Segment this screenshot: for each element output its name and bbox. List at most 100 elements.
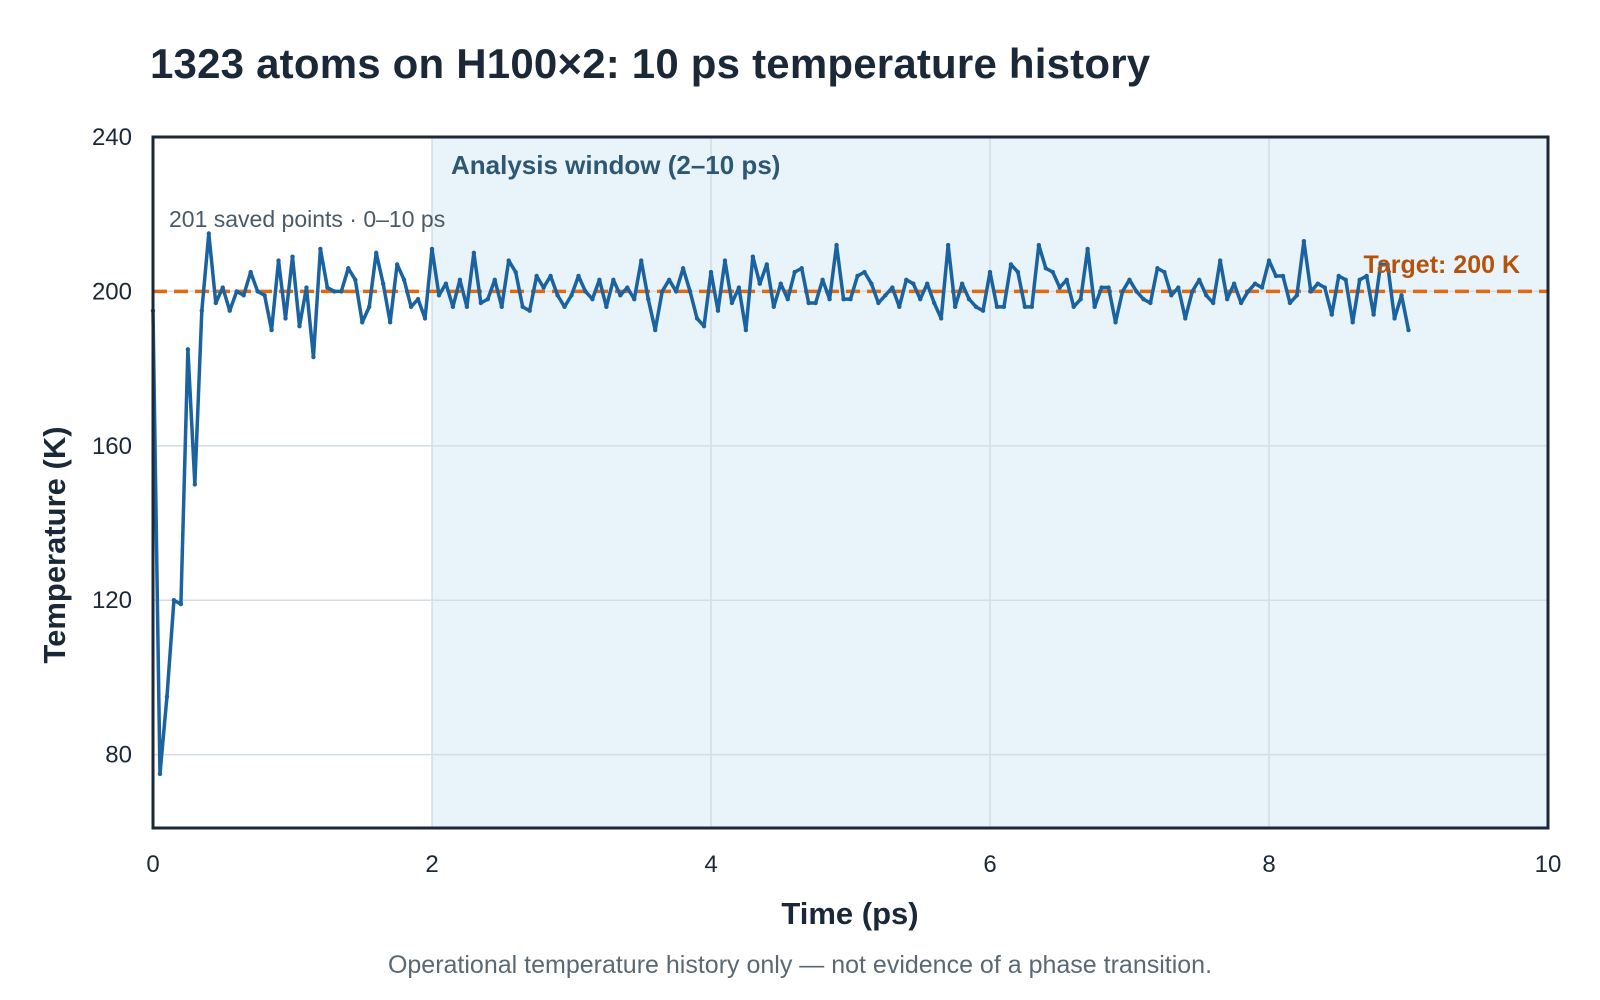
data-point: [1322, 285, 1328, 290]
data-point: [1273, 273, 1279, 279]
x-tick-label: 4: [704, 851, 717, 878]
data-point: [332, 289, 337, 294]
data-point: [394, 262, 400, 267]
data-point: [1252, 281, 1258, 286]
data-point: [1406, 327, 1411, 333]
data-point: [1043, 266, 1049, 271]
data-point: [1231, 281, 1237, 286]
data-point: [1036, 242, 1042, 248]
data-point: [450, 304, 456, 310]
data-point: [164, 694, 170, 699]
data-point: [513, 269, 518, 275]
data-point: [1350, 320, 1355, 325]
data-point: [1029, 304, 1035, 310]
y-tick-label: 80: [105, 742, 132, 769]
x-tick-label: 6: [983, 851, 996, 878]
data-point: [618, 293, 623, 298]
chart-annotations: Analysis window (2–10 ps) 201 saved poin…: [169, 150, 1520, 279]
data-point: [659, 289, 665, 294]
data-point: [478, 300, 484, 306]
y-tick-label: 160: [92, 433, 132, 460]
data-point: [325, 285, 330, 290]
data-point: [611, 277, 616, 283]
data-point: [959, 281, 965, 286]
data-point: [987, 269, 993, 275]
data-point: [722, 258, 728, 263]
data-point: [980, 308, 986, 313]
data-point: [353, 277, 358, 283]
data-point: [415, 296, 421, 302]
data-point: [952, 304, 958, 310]
data-point: [834, 242, 839, 248]
data-point: [401, 277, 407, 283]
data-point: [506, 258, 511, 263]
data-point: [457, 277, 463, 283]
data-point: [220, 285, 225, 290]
temperature-series: [150, 231, 1411, 777]
x-tick-label: 2: [425, 851, 438, 878]
data-point: [1343, 277, 1348, 283]
data-point: [367, 304, 372, 310]
data-point: [673, 289, 679, 294]
data-point: [171, 598, 177, 603]
data-point: [1113, 320, 1118, 325]
data-point: [311, 354, 316, 360]
data-point: [276, 258, 281, 263]
data-point: [380, 281, 386, 286]
target-label: Target: 200 K: [1363, 251, 1520, 279]
data-point: [436, 293, 442, 298]
data-point: [911, 281, 916, 286]
data-point: [206, 231, 211, 236]
data-point: [680, 266, 686, 271]
data-point: [1238, 300, 1244, 306]
data-point: [1001, 304, 1007, 310]
data-point: [932, 300, 937, 306]
data-point: [827, 296, 832, 302]
data-point: [687, 289, 693, 294]
data-point: [1127, 277, 1132, 283]
data-point: [1399, 293, 1404, 298]
data-point: [848, 296, 853, 302]
y-tick-label: 240: [92, 124, 132, 151]
data-point: [1197, 277, 1202, 283]
y-axis-label: Temperature (K): [37, 426, 72, 663]
data-point: [966, 296, 972, 302]
data-point: [1008, 262, 1014, 267]
saved-points-annotation: 201 saved points · 0–10 ps: [169, 206, 445, 232]
data-point: [1336, 273, 1341, 279]
data-point: [234, 289, 239, 294]
data-point: [485, 296, 490, 302]
data-point: [757, 281, 763, 286]
data-point: [1071, 304, 1076, 310]
data-point: [1015, 269, 1021, 275]
x-tick-label: 10: [1535, 851, 1562, 878]
analysis-window-label: Analysis window (2–10 ps): [451, 150, 780, 180]
data-point: [1092, 304, 1097, 310]
data-point: [778, 281, 783, 286]
data-point: [1169, 293, 1174, 298]
data-point: [799, 266, 804, 271]
data-point: [694, 316, 700, 321]
data-point: [1224, 296, 1230, 302]
data-point: [701, 323, 707, 329]
data-point: [1378, 262, 1383, 267]
data-point: [346, 266, 351, 271]
data-point: [597, 277, 602, 283]
data-point: [708, 269, 714, 275]
data-point: [604, 304, 609, 310]
data-point: [625, 285, 630, 290]
data-point: [248, 269, 253, 275]
data-point: [213, 300, 218, 306]
data-point: [422, 316, 428, 321]
data-point: [1371, 312, 1376, 317]
chart-title: 1323 atoms on H100×2: 10 ps temperature …: [150, 40, 1151, 87]
data-point: [639, 258, 644, 263]
data-point: [925, 281, 930, 286]
data-point: [1385, 262, 1390, 267]
data-point: [1183, 316, 1188, 321]
x-tick-label: 0: [146, 851, 159, 878]
data-point: [499, 304, 504, 310]
data-point: [304, 285, 309, 290]
y-tick-label: 200: [92, 278, 132, 305]
x-axis-label: Time (ps): [781, 896, 918, 931]
